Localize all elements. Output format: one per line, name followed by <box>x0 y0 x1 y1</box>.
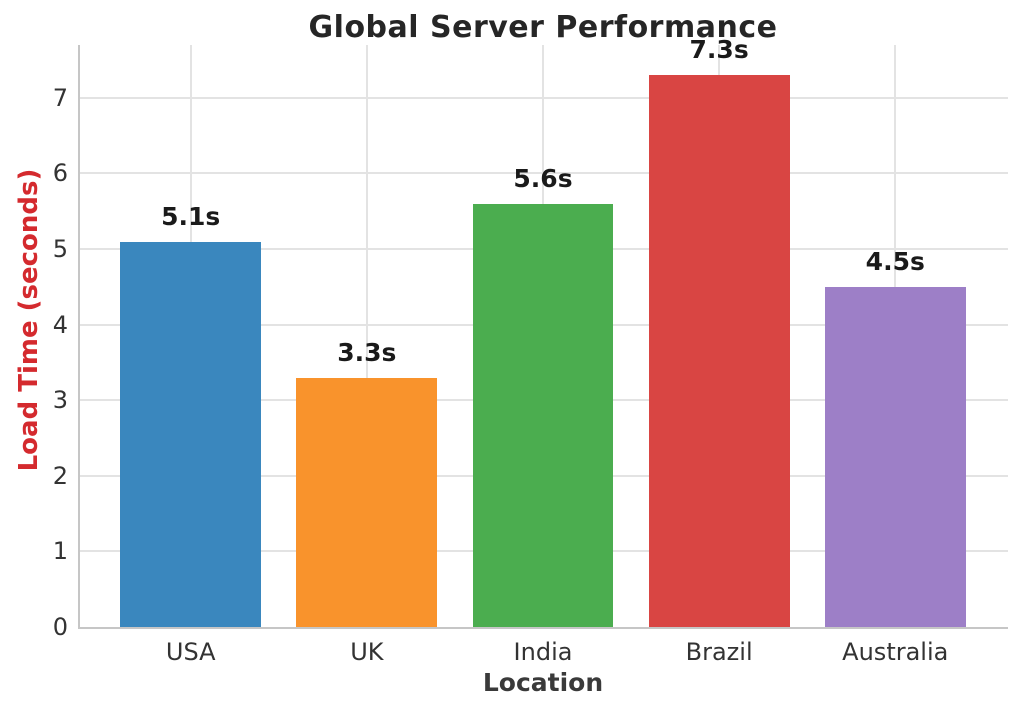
y-tick-label: 2 <box>52 461 68 490</box>
x-tick-label: Australia <box>842 638 949 666</box>
gridline-vertical <box>365 45 368 627</box>
y-tick-label: 6 <box>52 159 68 188</box>
bar-value-label: 7.3s <box>689 35 749 65</box>
bar-value-label: 4.5s <box>865 246 925 276</box>
x-tick-label: India <box>513 638 573 666</box>
y-axis-spine <box>78 45 80 627</box>
y-tick-label: 3 <box>52 386 68 415</box>
x-axis-label: Location <box>482 668 604 697</box>
bar-value-label: 5.6s <box>513 163 573 193</box>
bar-usa <box>120 241 262 627</box>
y-tick-label: 5 <box>52 235 68 264</box>
bar-india <box>472 203 614 627</box>
gridline-horizontal <box>78 96 1008 99</box>
bar-value-label: 3.3s <box>337 337 397 367</box>
x-tick-label: Brazil <box>685 638 753 666</box>
y-tick-label: 4 <box>52 310 68 339</box>
chart-title: Global Server Performance <box>308 10 778 45</box>
bar-uk <box>296 377 438 627</box>
y-tick-label: 7 <box>52 83 68 112</box>
y-tick-label: 1 <box>52 537 68 566</box>
gridline-horizontal <box>78 172 1008 175</box>
plot-area <box>78 45 1008 629</box>
bar-australia <box>824 286 966 627</box>
x-axis-spine <box>78 627 1008 629</box>
bar-brazil <box>648 75 790 627</box>
bar-value-label: 5.1s <box>161 201 221 231</box>
x-tick-label: USA <box>165 638 216 666</box>
x-tick-label: UK <box>350 638 384 666</box>
y-tick-label: 0 <box>52 613 68 641</box>
